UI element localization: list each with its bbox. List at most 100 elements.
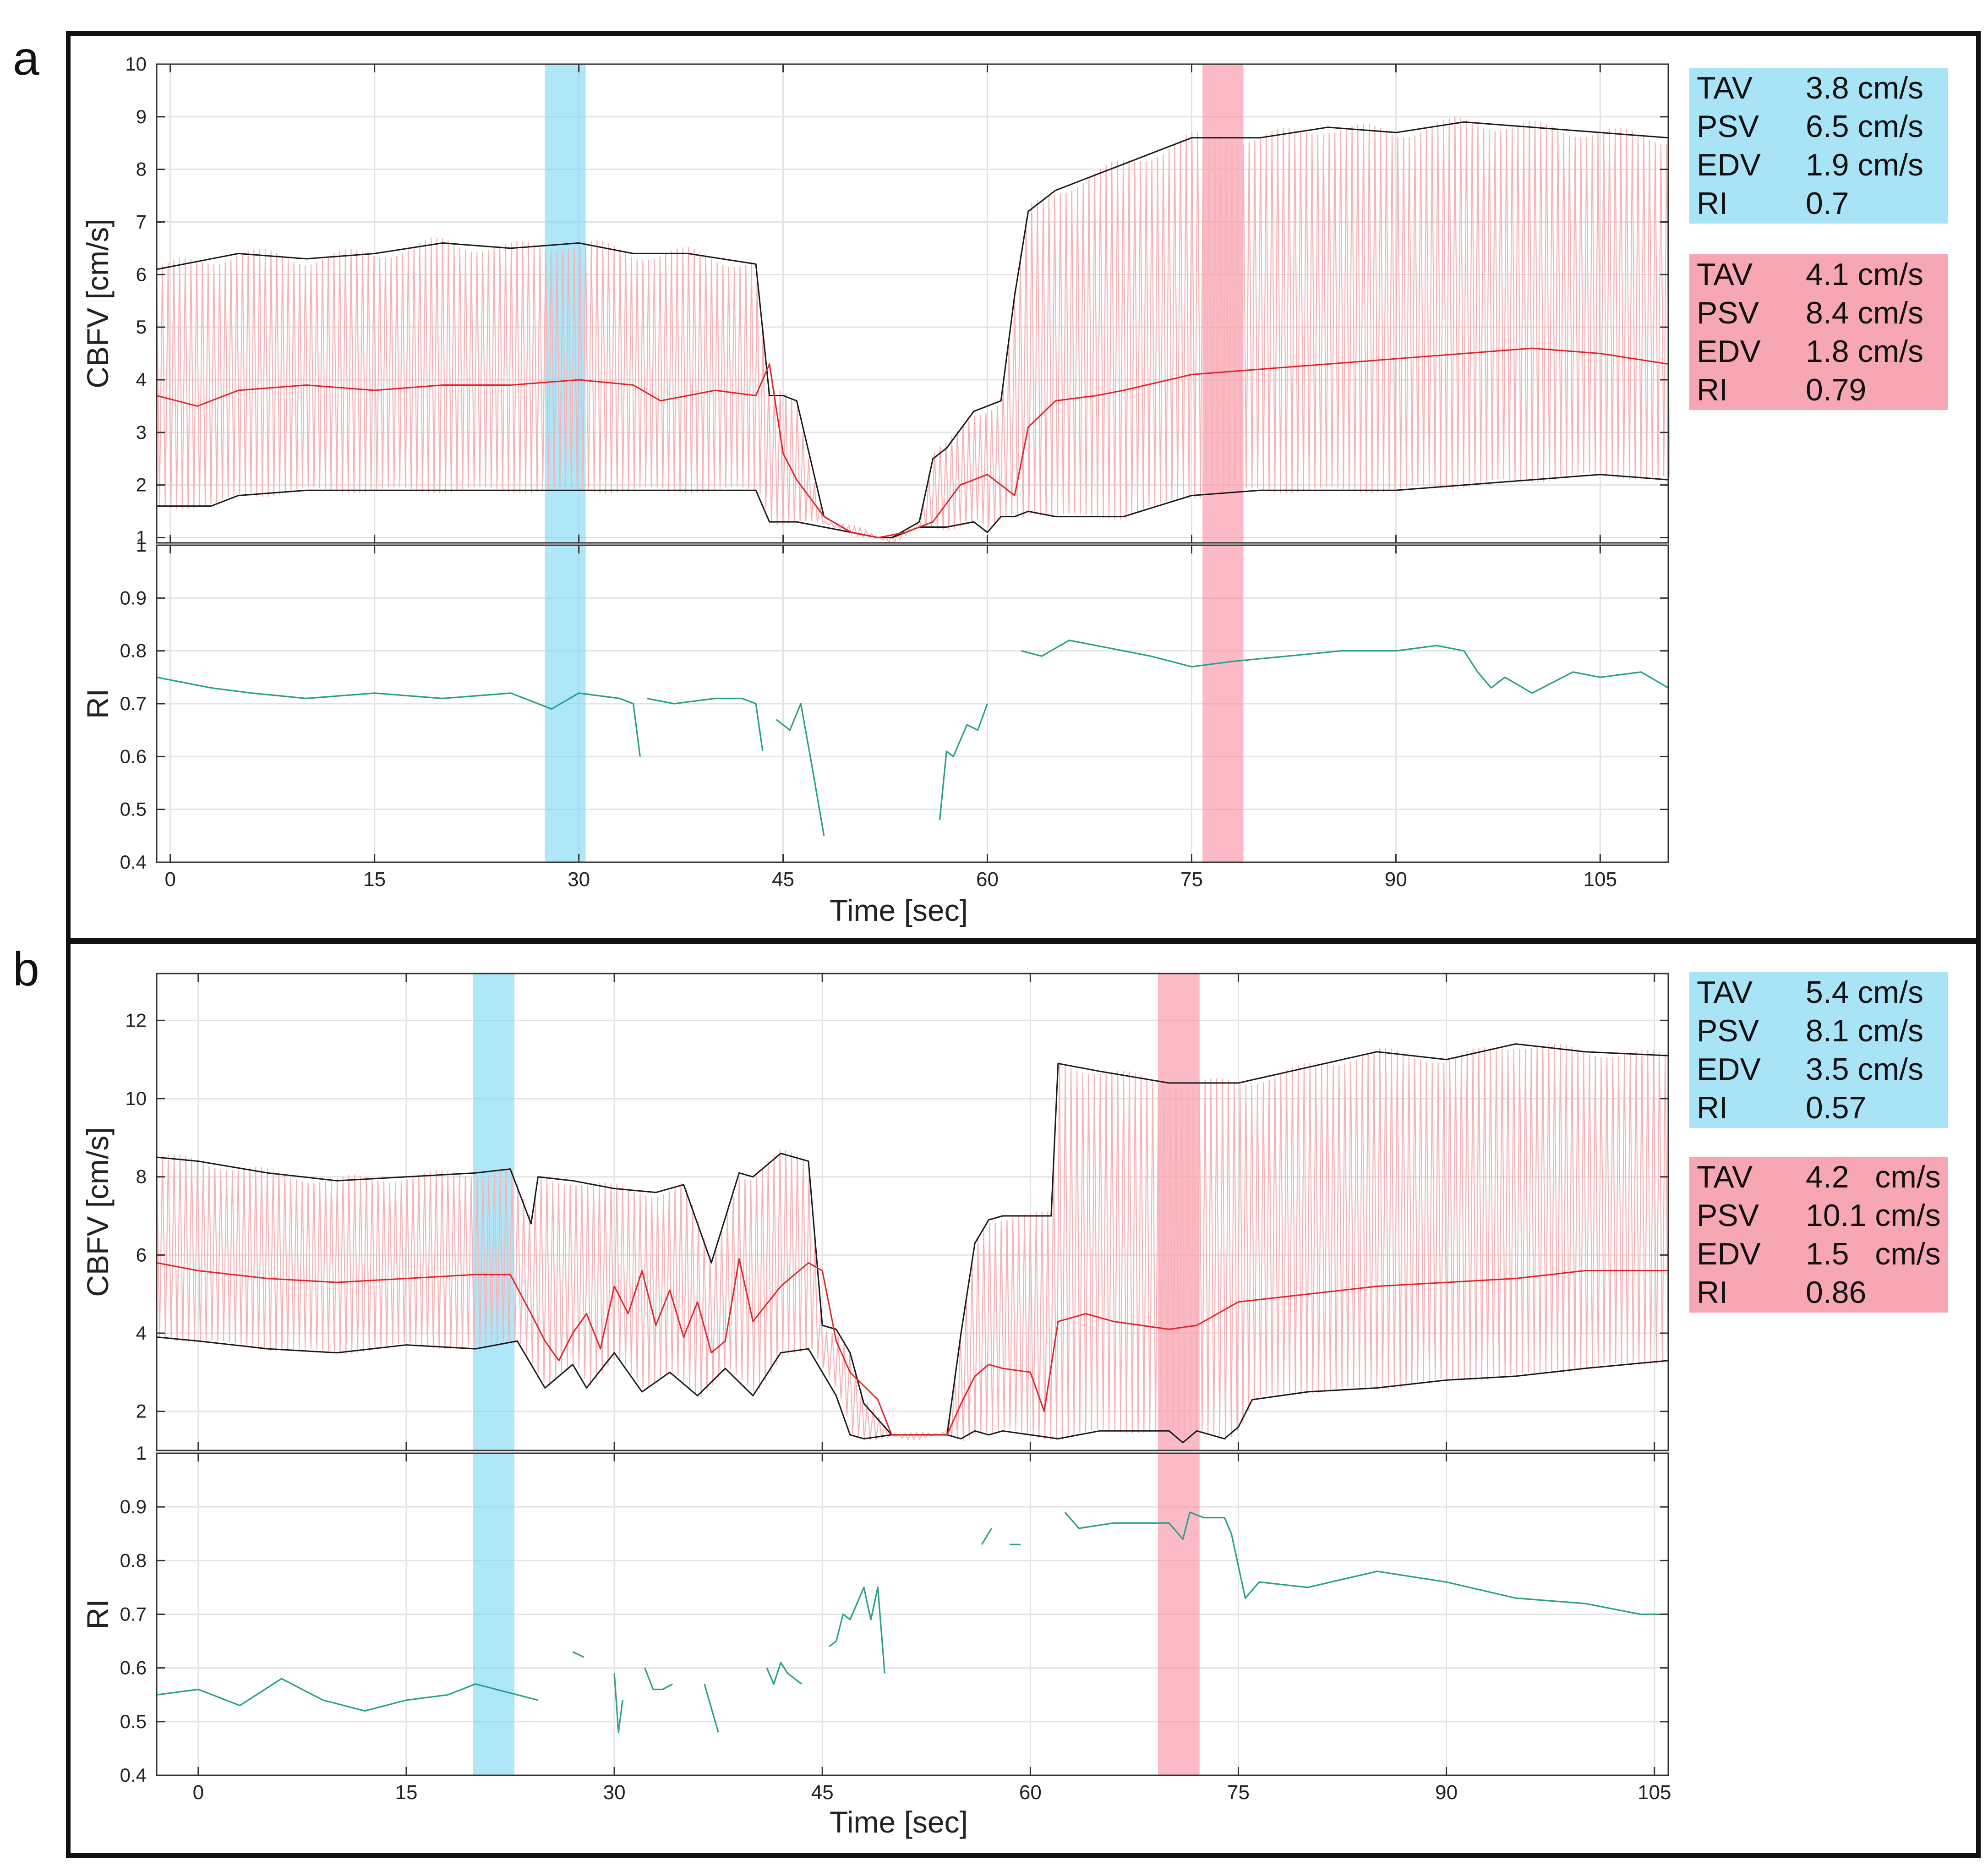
ri-line-segment [646, 697, 764, 752]
ri-line-segment [644, 1668, 673, 1691]
ri-line-segment [613, 1673, 623, 1733]
stats-row: TAV 3.8 cm/s [1697, 69, 1948, 107]
y-tick-label: 0.8 [120, 1549, 147, 1571]
stats-value: 0.57 [1806, 1090, 1867, 1125]
y-tick-label: 0.9 [120, 1496, 147, 1517]
stats-key: TAV [1697, 257, 1753, 292]
stats-key: TAV [1697, 71, 1753, 105]
stats-row: EDV 1.9 cm/s [1697, 146, 1948, 184]
ri-line-segment [829, 1587, 885, 1674]
y-tick-label: 1 [136, 527, 147, 548]
stats-value: 0.79 [1806, 372, 1867, 407]
y-tick-label: 0.6 [120, 1657, 147, 1679]
stats-value: 1.9 cm/s [1806, 148, 1923, 182]
x-tick-label: 30 [568, 868, 590, 891]
pulse-waveform-trace [156, 117, 1670, 544]
stats-value: 4.1 cm/s [1806, 257, 1923, 292]
stats-value: 5.4 cm/s [1806, 975, 1923, 1010]
x-tick-label: 75 [1227, 1781, 1250, 1804]
y-tick-label: 1 [136, 534, 147, 556]
x-tick-label: 15 [363, 868, 386, 891]
axes-frame [156, 63, 1669, 544]
x-tick-label: 105 [1584, 868, 1617, 891]
x-tick-label: 75 [1180, 868, 1203, 891]
stats-key: PSV [1697, 295, 1759, 330]
x-tick-label: 45 [811, 1781, 834, 1804]
stats-key: EDV [1697, 1052, 1761, 1087]
ri-line-segment [704, 1684, 719, 1733]
stats-value: 0.7 [1806, 186, 1849, 221]
ri-line-segment [981, 1528, 992, 1545]
y-tick-label: 2 [136, 1401, 147, 1422]
y-tick-label: 7 [136, 211, 147, 233]
red-highlight-band [1202, 545, 1244, 862]
mean-velocity-line [156, 1258, 1668, 1436]
y-tick-label: 0.5 [120, 1711, 147, 1732]
cbfv-axis-title: CBFV [cm/s] [81, 1127, 115, 1297]
stats-value: 1.8 cm/s [1806, 334, 1923, 369]
stats-key: TAV [1697, 1160, 1753, 1194]
panel-b-frame [66, 939, 1981, 1858]
ri-line-segment [939, 703, 989, 820]
panel-a-blue-stats: TAV 3.8 cm/s PSV 6.5 cm/s EDV 1.9 cm/s RI 0.… [1689, 68, 1948, 224]
x-tick-label: 15 [395, 1781, 417, 1804]
panel-a-red-stats: TAV 4.1 cm/s PSV 8.4 cm/s EDV 1.8 cm/s RI 0.… [1689, 254, 1948, 410]
mean-velocity-line [156, 347, 1669, 538]
pulse-waveform-trace [156, 1044, 1669, 1441]
ri-line-segment [572, 1651, 584, 1658]
x-tick-label: 90 [1435, 1781, 1458, 1804]
edv-envelope-line [156, 1336, 1669, 1444]
stats-value: 6.5 cm/s [1806, 109, 1923, 144]
stats-row: EDV 1.8 cm/s [1697, 332, 1948, 371]
panel-a-letter: a [13, 32, 39, 85]
stats-row: RI 0.79 [1697, 371, 1948, 409]
y-tick-label: 0.8 [120, 640, 147, 662]
y-tick-label: 0.4 [120, 1764, 147, 1786]
stats-row: EDV 3.5 cm/s [1697, 1050, 1948, 1089]
stats-row: RI 0.7 [1697, 184, 1948, 223]
y-tick-label: 8 [136, 1166, 147, 1187]
stats-row: PSV 10.1 cm/s [1697, 1196, 1948, 1235]
y-tick-label: 6 [136, 263, 147, 285]
y-tick-label: 0.5 [120, 799, 147, 820]
y-tick-label: 2 [136, 474, 147, 496]
y-tick-label: 8 [136, 159, 147, 180]
y-tick-label: 10 [125, 1088, 147, 1109]
psv-envelope-line [156, 1043, 1669, 1436]
stats-value: 8.4 cm/s [1806, 295, 1923, 330]
plot-area-1 [156, 545, 1669, 862]
y-tick-label: 0.7 [120, 693, 147, 714]
stats-key: RI [1697, 1275, 1728, 1310]
plot-area-3 [156, 1453, 1668, 1775]
stats-key: PSV [1697, 1013, 1759, 1048]
x-tick-label: 60 [976, 868, 999, 891]
x-tick-label: 60 [1019, 1781, 1042, 1804]
stats-key: RI [1697, 1090, 1728, 1125]
y-tick-label: 9 [136, 106, 147, 127]
stats-value: 1.5 cm/s [1806, 1237, 1941, 1271]
y-tick-label: 0.6 [120, 745, 147, 767]
stats-row: PSV 8.4 cm/s [1697, 294, 1948, 332]
y-tick-label: 0.7 [120, 1603, 147, 1625]
stats-value: 8.1 cm/s [1806, 1013, 1923, 1048]
ri-line-segment [766, 1662, 802, 1685]
red-highlight-band [1158, 1453, 1200, 1775]
stats-key: RI [1697, 186, 1728, 221]
ri-line-segment [156, 1678, 538, 1712]
stats-row: PSV 6.5 cm/s [1697, 107, 1948, 146]
stats-value: 4.2 cm/s [1806, 1160, 1941, 1194]
psv-envelope-line [156, 121, 1669, 538]
edv-envelope-line [157, 474, 1669, 538]
ri-line-segment [776, 703, 825, 836]
y-tick-label: 1 [136, 1442, 147, 1464]
panel-b-blue-stats: TAV 5.4 cm/s PSV 8.1 cm/s EDV 3.5 cm/s RI 0.… [1689, 972, 1948, 1128]
stats-key: EDV [1697, 1237, 1761, 1271]
panel-b-red-stats: TAV 4.2 cm/s PSV 10.1 cm/s EDV 1.5 cm/s RI 0… [1689, 1157, 1948, 1313]
x-tick-label: 45 [772, 868, 794, 891]
stats-row: PSV 8.1 cm/s [1697, 1012, 1948, 1050]
time-axis-title: Time [sec] [830, 1805, 968, 1839]
ri-axis-title: RI [81, 689, 115, 719]
y-tick-label: 3 [136, 421, 147, 443]
y-tick-label: 12 [125, 1009, 147, 1031]
